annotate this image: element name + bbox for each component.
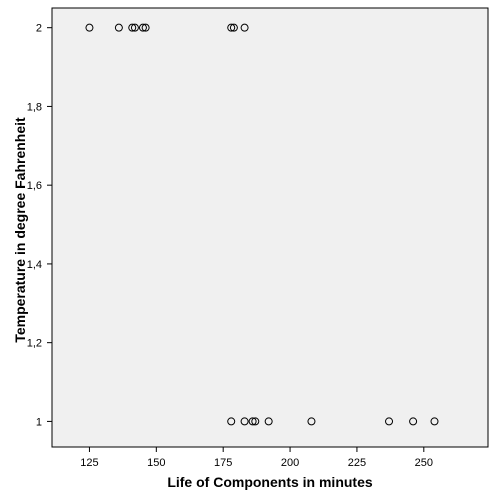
data-point — [264, 417, 273, 426]
data-point — [251, 417, 260, 426]
y-axis-title: Temperature in degree Fahrenheit — [12, 117, 28, 343]
x-tick-label: 150 — [147, 457, 165, 469]
data-point — [114, 23, 123, 32]
data-point — [229, 23, 238, 32]
data-point — [240, 23, 249, 32]
y-tick-label: 1 — [36, 416, 42, 428]
data-point — [409, 417, 418, 426]
data-point — [130, 23, 139, 32]
data-point — [240, 417, 249, 426]
data-point — [85, 23, 94, 32]
x-tick-label: 125 — [80, 457, 98, 469]
plot-area — [51, 7, 489, 448]
y-axis-ticks: 1 1,2 1,4 1,6 1,8 2 — [27, 23, 52, 428]
y-tick-label: 1,8 — [27, 101, 42, 113]
data-point — [227, 417, 236, 426]
x-tick-label: 175 — [214, 457, 232, 469]
y-tick-label: 2 — [36, 23, 42, 35]
y-tick-label: 1,6 — [27, 180, 42, 192]
data-points — [85, 23, 439, 426]
x-tick-label: 200 — [281, 457, 299, 469]
data-point — [248, 417, 257, 426]
data-point — [430, 417, 439, 426]
data-point — [128, 23, 137, 32]
data-point — [385, 417, 394, 426]
y-tick-label: 1,4 — [27, 259, 42, 271]
data-point — [307, 417, 316, 426]
data-point — [227, 23, 236, 32]
data-point — [138, 23, 147, 32]
y-tick-label: 1,2 — [27, 338, 42, 350]
x-axis-ticks: 125 150 175 200 225 250 — [80, 447, 433, 469]
data-point — [141, 23, 150, 32]
x-tick-label: 250 — [415, 457, 433, 469]
x-tick-label: 225 — [348, 457, 366, 469]
x-axis-title: Life of Components in minutes — [167, 474, 373, 490]
